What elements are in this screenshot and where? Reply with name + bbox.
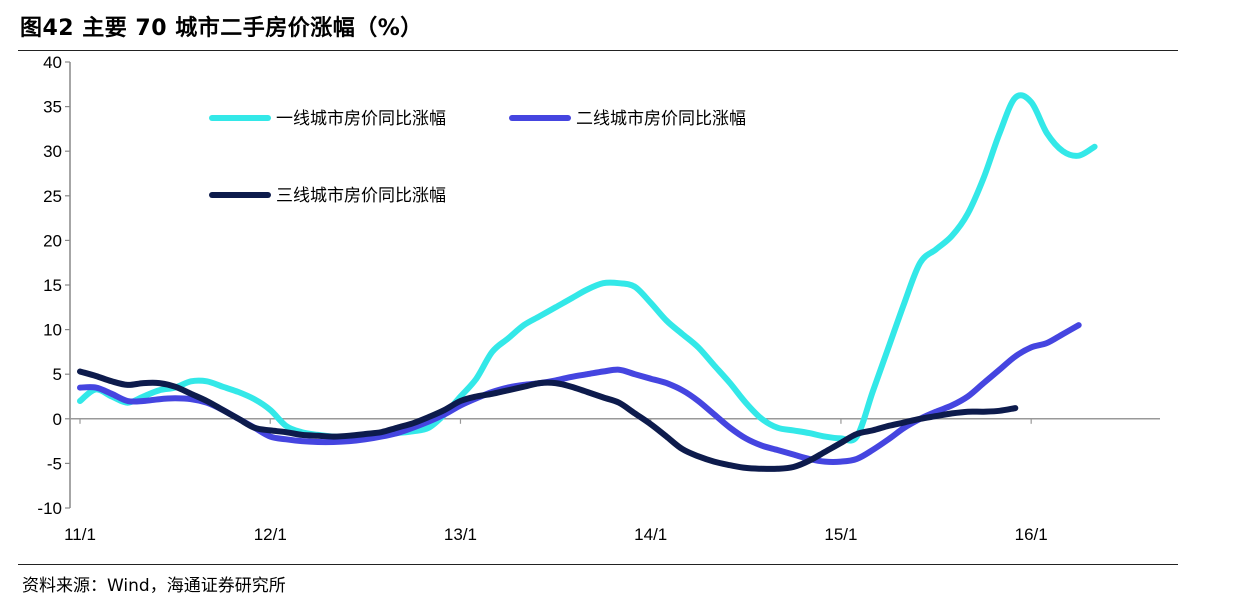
x-tick-label: 13/1 [444, 525, 477, 544]
legend-label-tier1: 一线城市房价同比涨幅 [276, 109, 446, 129]
source-note: 资料来源：Wind，海通证券研究所 [22, 576, 286, 596]
chart-series [77, 92, 1098, 472]
chart-title: 图42 主要 70 城市二手房价涨幅（%） [20, 16, 423, 41]
y-tick-label: 10 [43, 321, 62, 340]
series-line-tier2 [77, 322, 1082, 465]
y-tick-label: 25 [43, 187, 62, 206]
source-rule [18, 564, 1178, 565]
series-line-tier3 [77, 368, 1019, 472]
y-tick-label: 20 [43, 231, 62, 250]
series-line-tier1 [77, 92, 1098, 444]
x-tick-label: 14/1 [634, 525, 667, 544]
legend-label-tier2: 二线城市房价同比涨幅 [576, 109, 746, 129]
title-rule [18, 50, 1178, 51]
x-tick-label: 16/1 [1015, 525, 1048, 544]
y-tick-label: -5 [47, 454, 62, 473]
x-tick-label: 11/1 [64, 525, 96, 544]
legend-label-tier3: 三线城市房价同比涨幅 [276, 186, 446, 206]
y-tick-label: 30 [43, 142, 62, 161]
y-tick-label: -10 [37, 499, 62, 518]
y-tick-label: 35 [43, 98, 62, 117]
y-tick-label: 15 [43, 276, 62, 295]
x-tick-label: 12/1 [254, 525, 287, 544]
y-tick-label: 40 [43, 53, 62, 72]
y-tick-label: 5 [53, 365, 62, 384]
y-tick-label: 0 [53, 410, 62, 429]
x-tick-label: 15/1 [824, 525, 857, 544]
